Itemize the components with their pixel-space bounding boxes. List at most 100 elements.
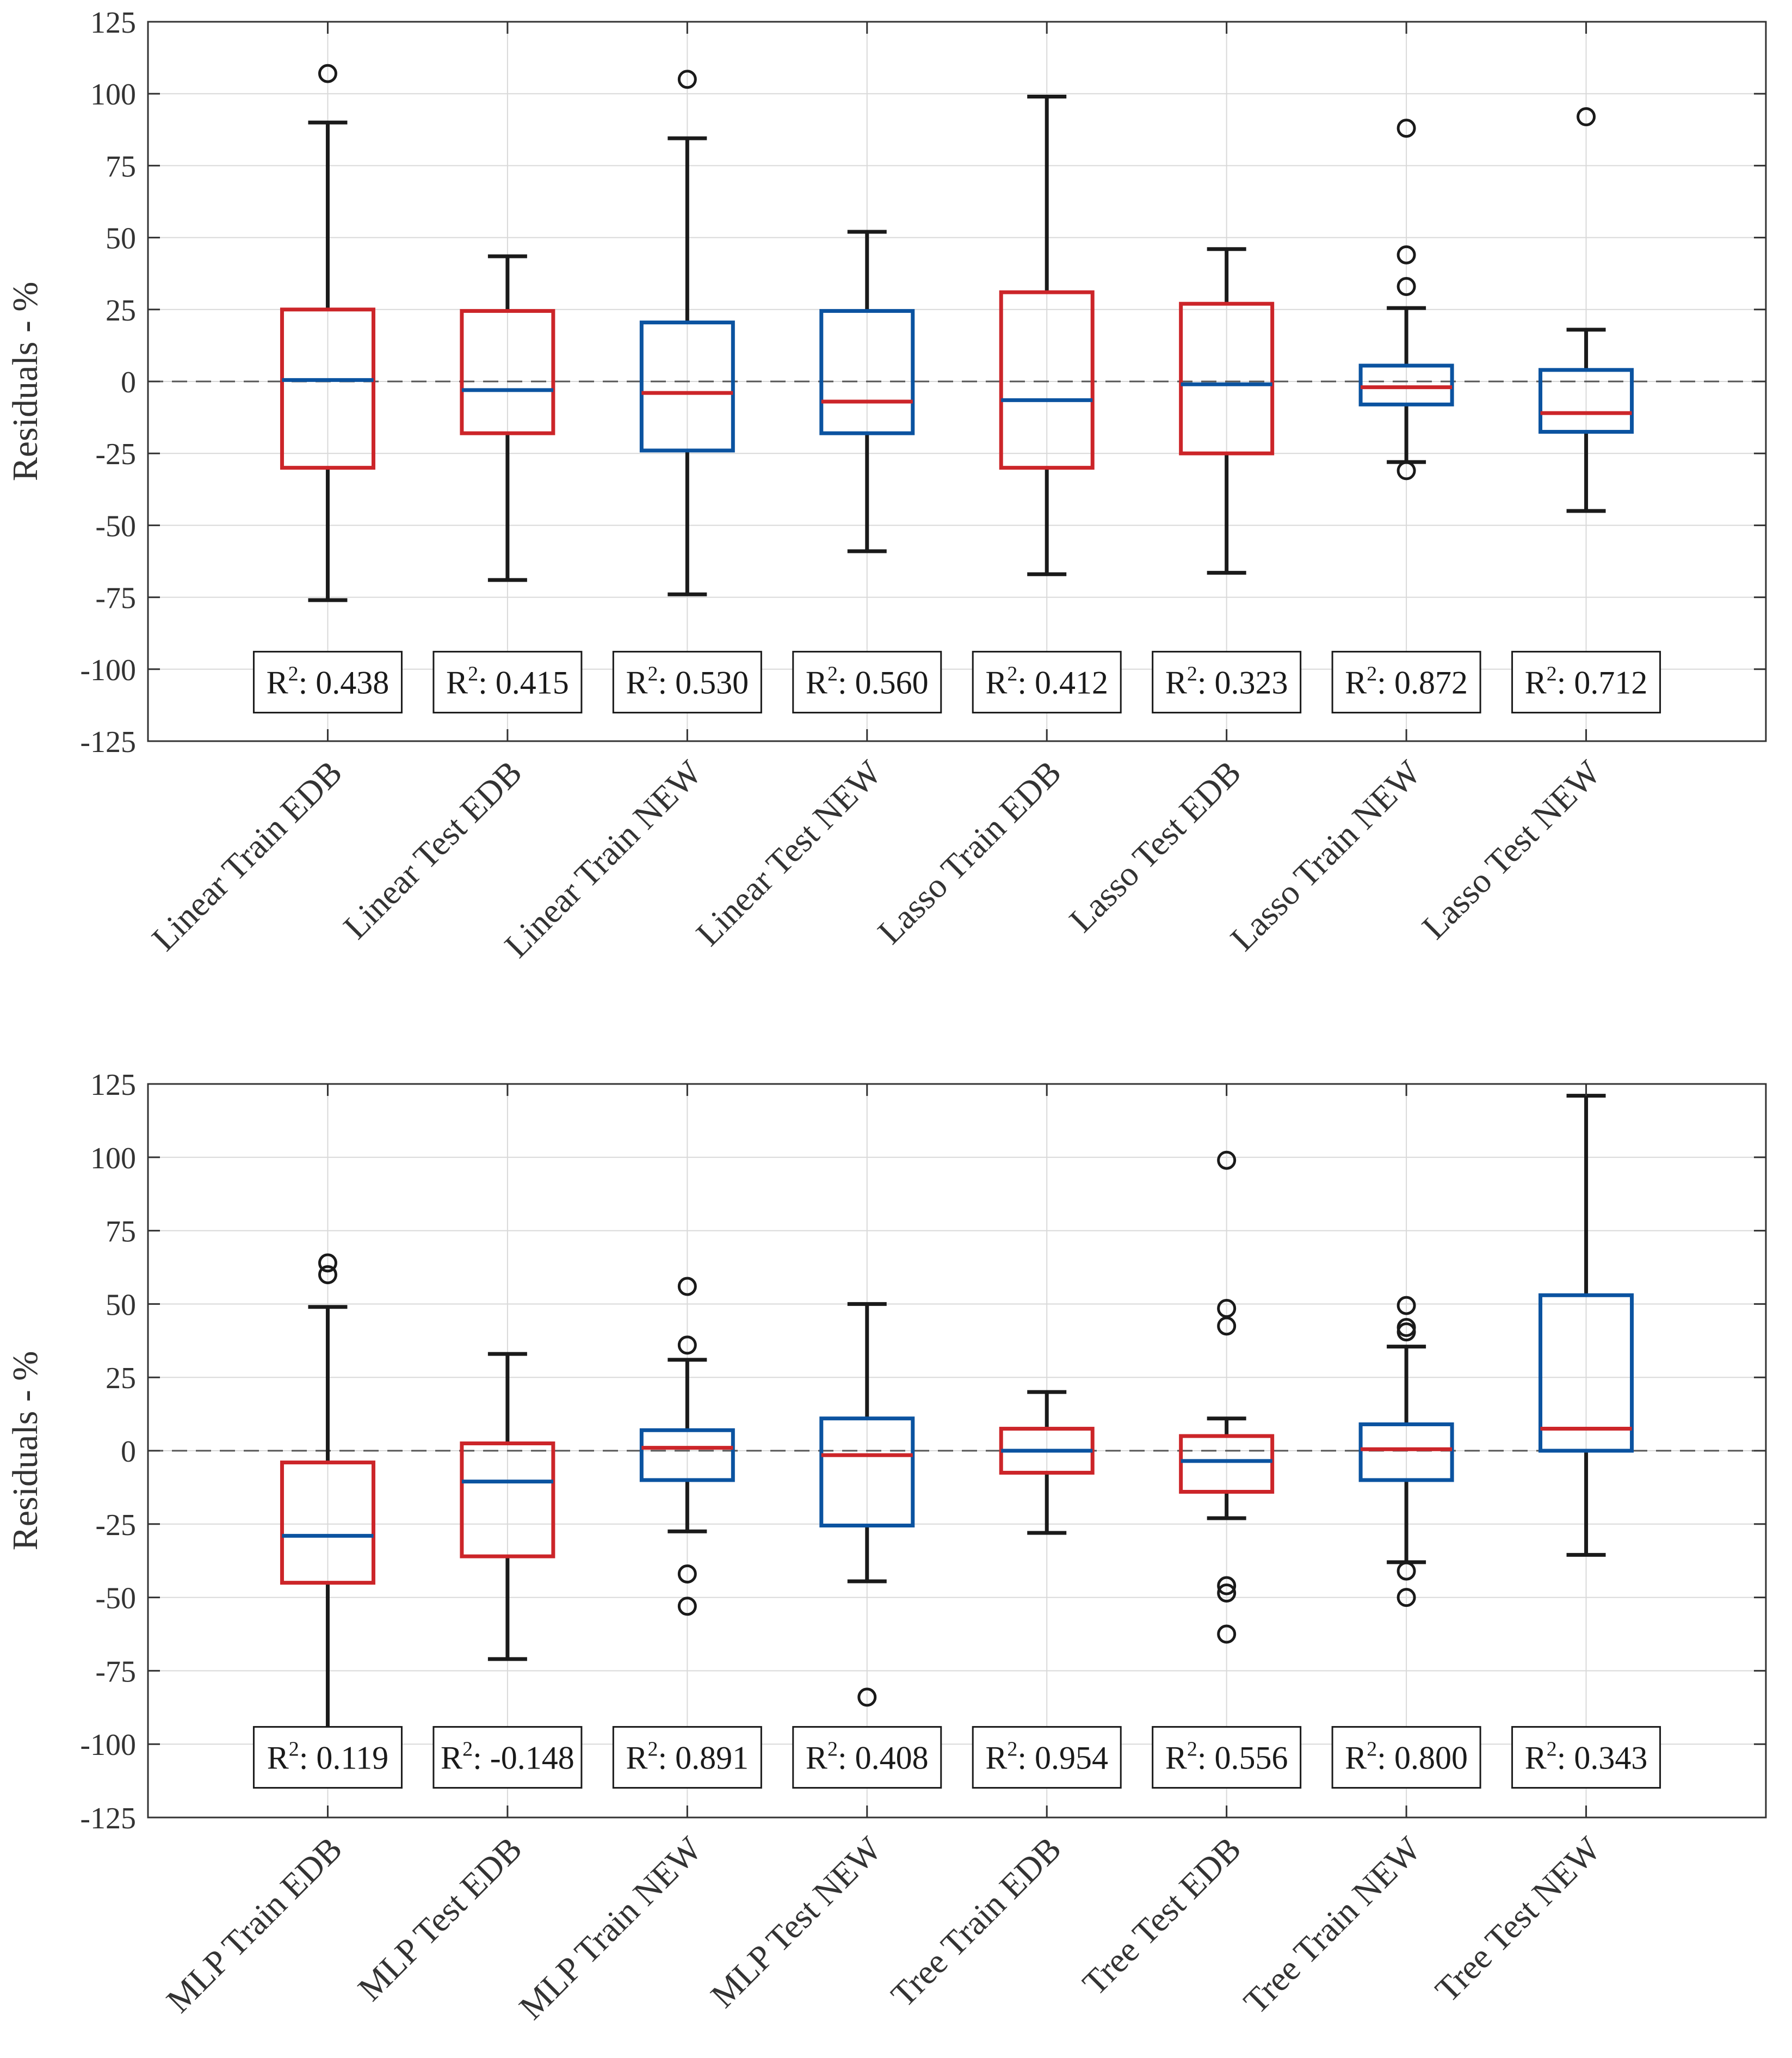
outlier-point [1396, 245, 1416, 264]
r2-label: R2: 0.872 [1345, 663, 1468, 701]
outlier-point [677, 1277, 697, 1296]
y-tick-label: -100 [80, 654, 136, 687]
box-2: R2: 0.415 [432, 254, 583, 714]
box-5: R2: 0.954 [972, 1390, 1122, 1789]
r2-label-box [972, 1726, 1122, 1789]
r2-exponent: 2 [648, 1737, 658, 1760]
r2-value: : 0.119 [299, 1740, 388, 1776]
iqr-box [1358, 363, 1454, 406]
r2-label: R2: 0.800 [1345, 1737, 1468, 1776]
r2-value: : 0.712 [1557, 665, 1648, 701]
r2-symbol: R [626, 1740, 647, 1776]
x-category-label: Lasso Test EDB [1062, 753, 1249, 940]
x-category-label: Tree Train NEW [1236, 1829, 1428, 2021]
outlier-point [318, 1253, 337, 1273]
y-tick-label: -25 [95, 1508, 136, 1542]
iqr-box [639, 321, 735, 453]
r2-label-box [792, 1726, 942, 1789]
box-8: R2: 0.343 [1511, 1094, 1661, 1789]
r2-label-box [252, 651, 403, 714]
r2-label-box [252, 1726, 403, 1789]
outlier-point [857, 1687, 877, 1707]
bottom-panel: R2: 0.119 R2: -0.148 R2: 0.891 R2: 0.408 R2:… [5, 1068, 1767, 2027]
r2-symbol: R [985, 665, 1007, 701]
box-2: R2: -0.148 [432, 1352, 583, 1789]
r2-label-box [1152, 651, 1302, 714]
y-tick-label: -50 [95, 509, 136, 543]
x-category-label: Lasso Train EDB [870, 753, 1069, 952]
r2-exponent: 2 [827, 663, 838, 686]
r2-symbol: R [1525, 665, 1547, 701]
r2-label: R2: 0.119 [267, 1737, 388, 1776]
x-category-label: Tree Train EDB [883, 1829, 1068, 2014]
r2-symbol: R [626, 665, 647, 701]
y-tick-label: 25 [106, 1361, 136, 1395]
r2-label: R2: 0.415 [446, 663, 569, 701]
r2-exponent: 2 [1547, 1737, 1557, 1760]
y-tick-label: 50 [106, 1288, 136, 1322]
r2-exponent: 2 [1547, 663, 1557, 686]
iqr-box [460, 309, 555, 435]
y-tick-label: 0 [121, 366, 136, 399]
x-category-label: MLP Test EDB [350, 1829, 529, 2008]
r2-label: R2: 0.412 [985, 663, 1108, 701]
outlier-point [1217, 1150, 1237, 1170]
r2-value: : 0.800 [1377, 1740, 1468, 1776]
r2-label-box [612, 651, 762, 714]
outlier-point [1396, 1588, 1416, 1607]
top-panel: R2: 0.438 R2: 0.415 R2: 0.530 R2: 0.560 R2: … [5, 6, 1767, 965]
x-category-label: Linear Test NEW [689, 753, 889, 953]
outlier-point [1577, 107, 1596, 127]
iqr-box [1179, 301, 1275, 455]
x-category-label: MLP Test NEW [703, 1829, 889, 2015]
y-axis-label: Residuals - % [5, 282, 45, 482]
box-8: R2: 0.712 [1511, 107, 1661, 714]
outlier-point [1396, 119, 1416, 138]
y-tick-label: 100 [90, 1142, 136, 1175]
r2-exponent: 2 [1367, 1737, 1377, 1760]
outlier-point [318, 1265, 337, 1284]
r2-exponent: 2 [468, 663, 478, 686]
r2-label: R2: 0.891 [626, 1737, 749, 1776]
r2-exponent: 2 [827, 1737, 838, 1760]
y-tick-label: -125 [80, 725, 136, 759]
iqr-box [1358, 1422, 1454, 1482]
y-tick-label: -75 [95, 582, 136, 615]
outlier-point [677, 1597, 697, 1616]
outlier-point [1217, 1624, 1237, 1644]
x-category-label: Tree Test NEW [1428, 1829, 1608, 2010]
y-tick-label: 75 [106, 1215, 136, 1249]
box-5: R2: 0.412 [972, 94, 1122, 714]
outlier-point [1217, 1316, 1237, 1336]
r2-value: : 0.408 [838, 1740, 929, 1776]
box-3: R2: 0.891 [612, 1277, 762, 1789]
r2-symbol: R [806, 665, 827, 701]
r2-exponent: 2 [1187, 1737, 1197, 1760]
box-4: R2: 0.560 [792, 230, 942, 714]
r2-label-box [1331, 1726, 1481, 1789]
box-4: R2: 0.408 [792, 1302, 942, 1789]
outlier-point [677, 1335, 697, 1355]
iqr-box [819, 1416, 915, 1527]
outlier-point [1396, 276, 1416, 296]
box-7: R2: 0.872 [1331, 119, 1481, 714]
y-axis-label: Residuals - % [5, 1351, 45, 1551]
x-category-label: Linear Train EDB [144, 753, 349, 958]
r2-exponent: 2 [1367, 663, 1377, 686]
r2-label: R2: -0.148 [441, 1737, 574, 1776]
y-tick-label: 25 [106, 294, 136, 328]
r2-value: : 0.560 [838, 665, 929, 701]
outlier-point [1217, 1583, 1237, 1603]
r2-label-box [1511, 651, 1661, 714]
r2-symbol: R [1525, 1740, 1547, 1776]
iqr-box [460, 1441, 555, 1558]
r2-label-box [972, 651, 1122, 714]
r2-label-box [432, 1726, 583, 1789]
outlier-point [1396, 461, 1416, 480]
box-1: R2: 0.119 [252, 1253, 403, 1789]
r2-value: : 0.556 [1197, 1740, 1288, 1776]
y-tick-label: -50 [95, 1582, 136, 1616]
y-tick-label: 100 [90, 78, 136, 112]
r2-label-box [1511, 1726, 1661, 1789]
outlier-point [318, 64, 337, 83]
